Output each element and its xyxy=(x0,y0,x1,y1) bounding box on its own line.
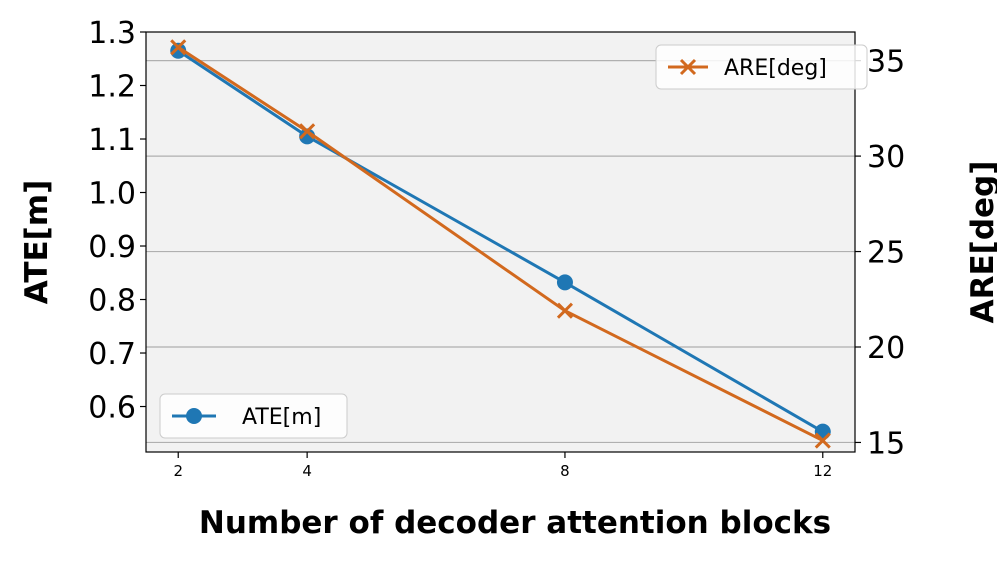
right-y-axis-title: ARE[deg] xyxy=(965,161,997,324)
left-y-tick-label: 0.9 xyxy=(88,230,136,265)
legend-are: ARE[deg] xyxy=(655,44,868,90)
left-y-tick-label: 0.7 xyxy=(88,337,136,372)
data-point-ate xyxy=(170,42,187,59)
series-line-are xyxy=(177,46,824,442)
x-axis-title: Number of decoder attention blocks xyxy=(199,505,831,541)
right-y-tick-label: 15 xyxy=(867,426,905,461)
left-y-tick-label: 1.1 xyxy=(88,123,136,158)
axes: 0.6 0.7 0.8 0.9 1.0 1.1 1.2 1.3 15 20 25 30 35 2 4 8 12 xyxy=(88,16,905,480)
data-point-are xyxy=(814,432,831,449)
left-y-tick-label: 0.8 xyxy=(88,284,136,319)
right-y-tick-label: 20 xyxy=(867,331,905,366)
right-y-tick-label: 25 xyxy=(867,236,905,271)
right-y-tick-label: 35 xyxy=(867,45,905,80)
legend-ate-box xyxy=(159,393,348,439)
series-line-ate xyxy=(177,49,824,433)
left-y-axis-title: ATE[m] xyxy=(19,180,55,305)
legend-ate-label: ATE[m] xyxy=(242,405,321,430)
series-layer xyxy=(170,39,831,449)
data-point-are xyxy=(170,39,187,56)
x-tick-label: 4 xyxy=(302,462,312,480)
data-point-are xyxy=(556,302,574,319)
legend-are-box xyxy=(655,44,868,90)
legend-are-x-marker xyxy=(679,58,697,76)
left-y-tick-label: 1.3 xyxy=(88,16,136,51)
x-tick-label: 2 xyxy=(173,462,183,480)
plot-frame xyxy=(145,31,856,453)
left-y-tick-label: 1.0 xyxy=(88,177,136,212)
legend-ate-circle-marker xyxy=(186,408,202,424)
x-tick-label: 8 xyxy=(560,462,570,480)
left-y-tick-label: 0.6 xyxy=(88,391,136,426)
gridlines xyxy=(146,60,855,444)
right-y-tick-label: 30 xyxy=(867,140,905,175)
data-point-are xyxy=(299,123,316,140)
legend-ate: ATE[m] xyxy=(159,393,348,439)
left-y-tick-label: 1.2 xyxy=(88,70,136,105)
data-point-ate xyxy=(556,274,573,291)
legend-are-label: ARE[deg] xyxy=(724,56,827,81)
x-tick-label: 12 xyxy=(813,462,832,480)
